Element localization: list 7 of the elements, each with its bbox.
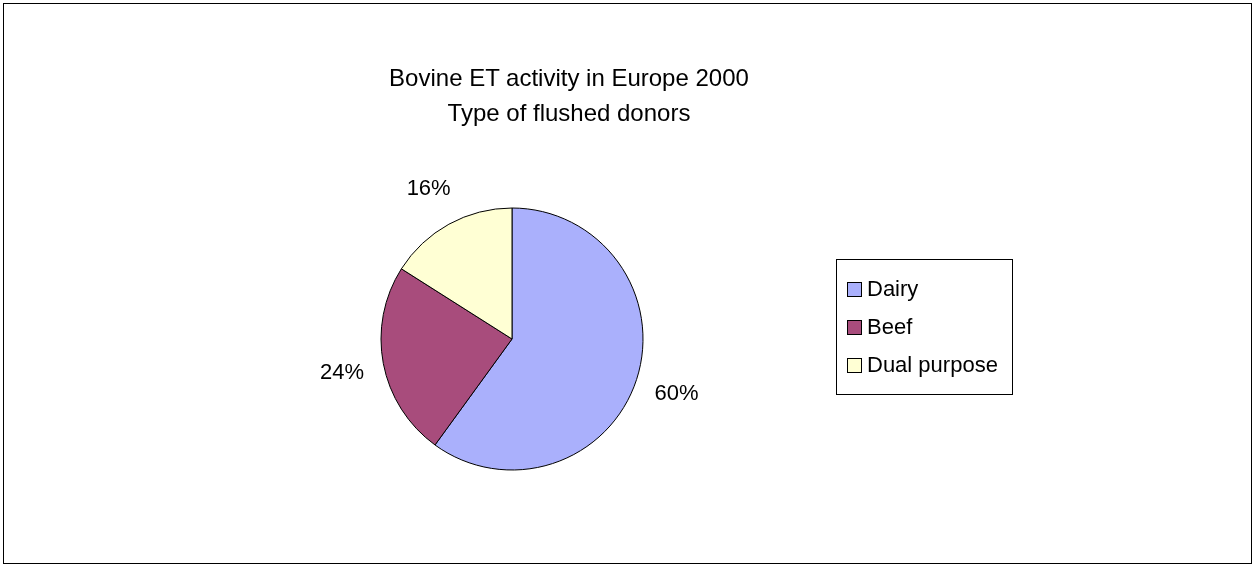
legend-label: Dairy: [867, 276, 919, 302]
data-label: 60%: [654, 379, 699, 405]
legend-label: Beef: [867, 314, 913, 340]
chart-title: Bovine ET activity in Europe 2000 Type of flushed donors: [388, 63, 750, 128]
data-label: 16%: [406, 174, 451, 200]
data-label: 24%: [320, 358, 365, 384]
legend-label: Dual purpose: [867, 352, 998, 378]
